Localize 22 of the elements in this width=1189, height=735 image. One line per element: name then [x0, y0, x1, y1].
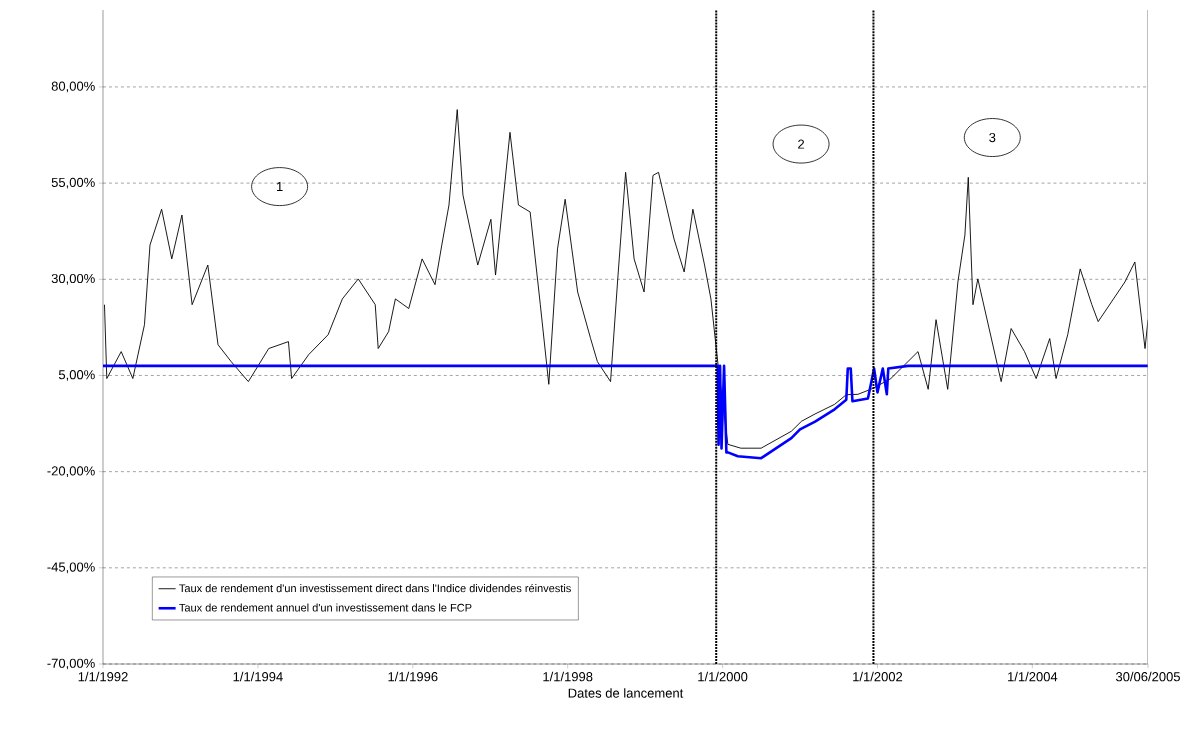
legend-label: Taux de rendement d'un investissement direct dans l'Indice dividendes réinvestis — [179, 583, 571, 593]
y-tick-label: 5,00% — [58, 370, 95, 381]
y-tick-label: -70,00% — [47, 658, 95, 670]
x-tick-label: 1/1/1992 — [78, 671, 128, 682]
annotation: 2 — [798, 139, 805, 149]
x-tick-label: 1/1/1994 — [233, 671, 283, 682]
annotation: 1 — [276, 182, 283, 192]
x-tick-label: 1/1/2004 — [1008, 671, 1058, 682]
x-tick-label: 30/06/2005 — [1115, 671, 1180, 682]
x-axis-title: Dates de lancement — [568, 688, 684, 698]
y-tick-label: 55,00% — [51, 177, 95, 189]
annotation: 3 — [989, 132, 996, 143]
y-tick-label: 30,00% — [51, 273, 95, 285]
y-tick-label: 80,00% — [51, 81, 95, 93]
y-tick-label: -45,00% — [47, 562, 95, 574]
x-tick-label: 1/1/2002 — [853, 671, 903, 682]
x-tick-label: 1/1/1996 — [388, 671, 438, 682]
x-tick-label: 1/1/1998 — [543, 671, 593, 682]
legend-label: Taux de rendement annuel d'un investissement dans le FCP — [179, 603, 472, 612]
y-tick-label: -20,00% — [47, 466, 95, 478]
line-series — [103, 364, 1149, 460]
x-tick-label: 1/1/2000 — [698, 671, 748, 682]
